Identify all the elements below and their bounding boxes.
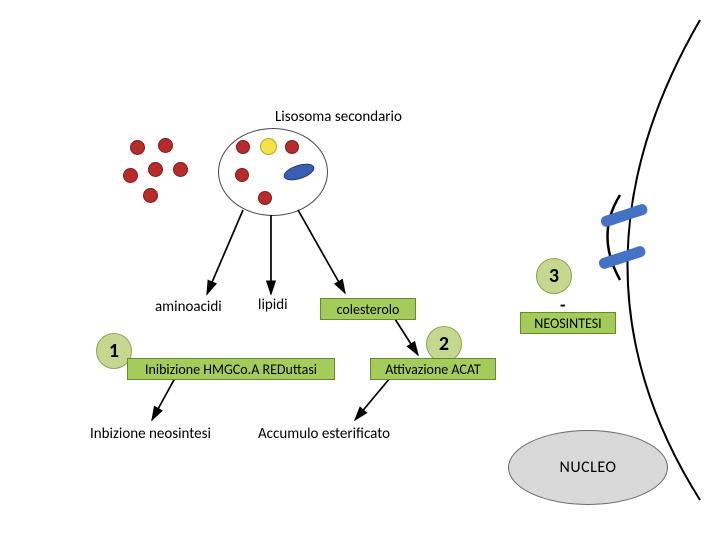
lysosome-dot-yellow — [260, 138, 277, 155]
nucleus-body: NUCLEO — [508, 430, 668, 505]
cholesterol-box: colesterolo — [320, 298, 416, 320]
num-circle-3: 3 — [536, 258, 572, 294]
lysosome-title: Lisosoma secondario — [275, 108, 402, 126]
num-1-text: 1 — [109, 339, 119, 363]
lysosome-dot-red-3 — [235, 168, 249, 182]
aminoacids-label: aminoacidi — [155, 298, 222, 316]
free-dot-5 — [173, 162, 188, 177]
num-3-text: 3 — [549, 264, 559, 288]
free-dot-1 — [130, 140, 145, 155]
free-dot-2 — [158, 138, 173, 153]
lysosome-dot-red-4 — [258, 191, 272, 205]
free-dot-3 — [123, 168, 138, 183]
cholesterol-label: colesterolo — [337, 301, 400, 318]
hmg-inhibition-box: Inibizione HMGCo.A REDuttasi — [127, 358, 335, 380]
hmg-inhibition-label: Inibizione HMGCo.A REDuttasi — [145, 361, 317, 378]
free-dot-4 — [148, 162, 163, 177]
free-dot-6 — [143, 188, 158, 203]
lysosome-dot-red-2 — [285, 140, 299, 154]
esterified-accum-label: Accumulo esterificato — [258, 425, 390, 443]
neosyn-inhibition-label: Inbizione neosintesi — [90, 425, 211, 443]
lysosome-dot-red-1 — [236, 140, 250, 154]
acat-activation-box: Attivazione ACAT — [370, 358, 496, 380]
neosyn-box: NEOSINTESI — [520, 312, 616, 334]
num-2-text: 2 — [439, 332, 449, 356]
neosyn-label: NEOSINTESI — [534, 315, 601, 332]
nucleus-label: NUCLEO — [559, 458, 616, 477]
lipids-label: lipidi — [258, 296, 288, 314]
num-circle-2: 2 — [426, 326, 462, 362]
acat-activation-label: Attivazione ACAT — [385, 361, 480, 378]
